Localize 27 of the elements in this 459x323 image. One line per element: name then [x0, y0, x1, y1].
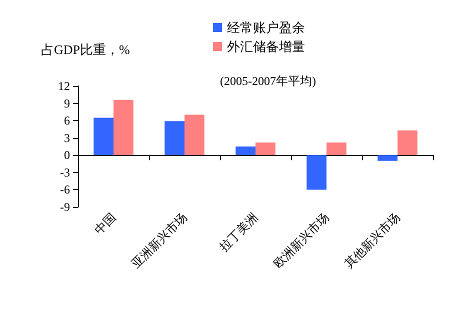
- bar: [94, 118, 114, 156]
- y-tick-label: 6: [64, 114, 70, 128]
- x-tick-label: 拉丁美洲: [216, 210, 260, 254]
- bar: [306, 155, 326, 190]
- x-tick-label: 中国: [92, 210, 118, 237]
- legend-label: 经常账户盈余: [227, 20, 305, 35]
- x-tick-label: 其他新兴市场: [342, 210, 402, 271]
- bar: [114, 100, 134, 156]
- bar: [256, 142, 276, 156]
- bar: [236, 146, 256, 156]
- bar: [184, 114, 204, 156]
- chart-subtitle: (2005-2007年平均): [220, 74, 316, 88]
- y-tick-label: -3: [60, 165, 70, 180]
- bar: [398, 130, 418, 156]
- y-axis-title: 占GDP比重，%: [41, 42, 130, 57]
- y-tick-label: -9: [60, 200, 70, 214]
- y-tick-label: 3: [64, 130, 70, 145]
- y-tick-label: -6: [60, 182, 70, 197]
- y-tick-label: 9: [64, 96, 70, 110]
- legend-label: 外汇储备增量: [227, 39, 305, 54]
- x-tick-label: 欧洲新兴市场: [270, 210, 332, 271]
- y-tick-label: 0: [64, 148, 70, 162]
- x-tick-label: 亚洲新兴市场: [128, 210, 190, 271]
- y-tick-label: 12: [58, 79, 70, 93]
- bar: [164, 121, 184, 156]
- bar: [326, 142, 346, 156]
- bar: [378, 155, 398, 161]
